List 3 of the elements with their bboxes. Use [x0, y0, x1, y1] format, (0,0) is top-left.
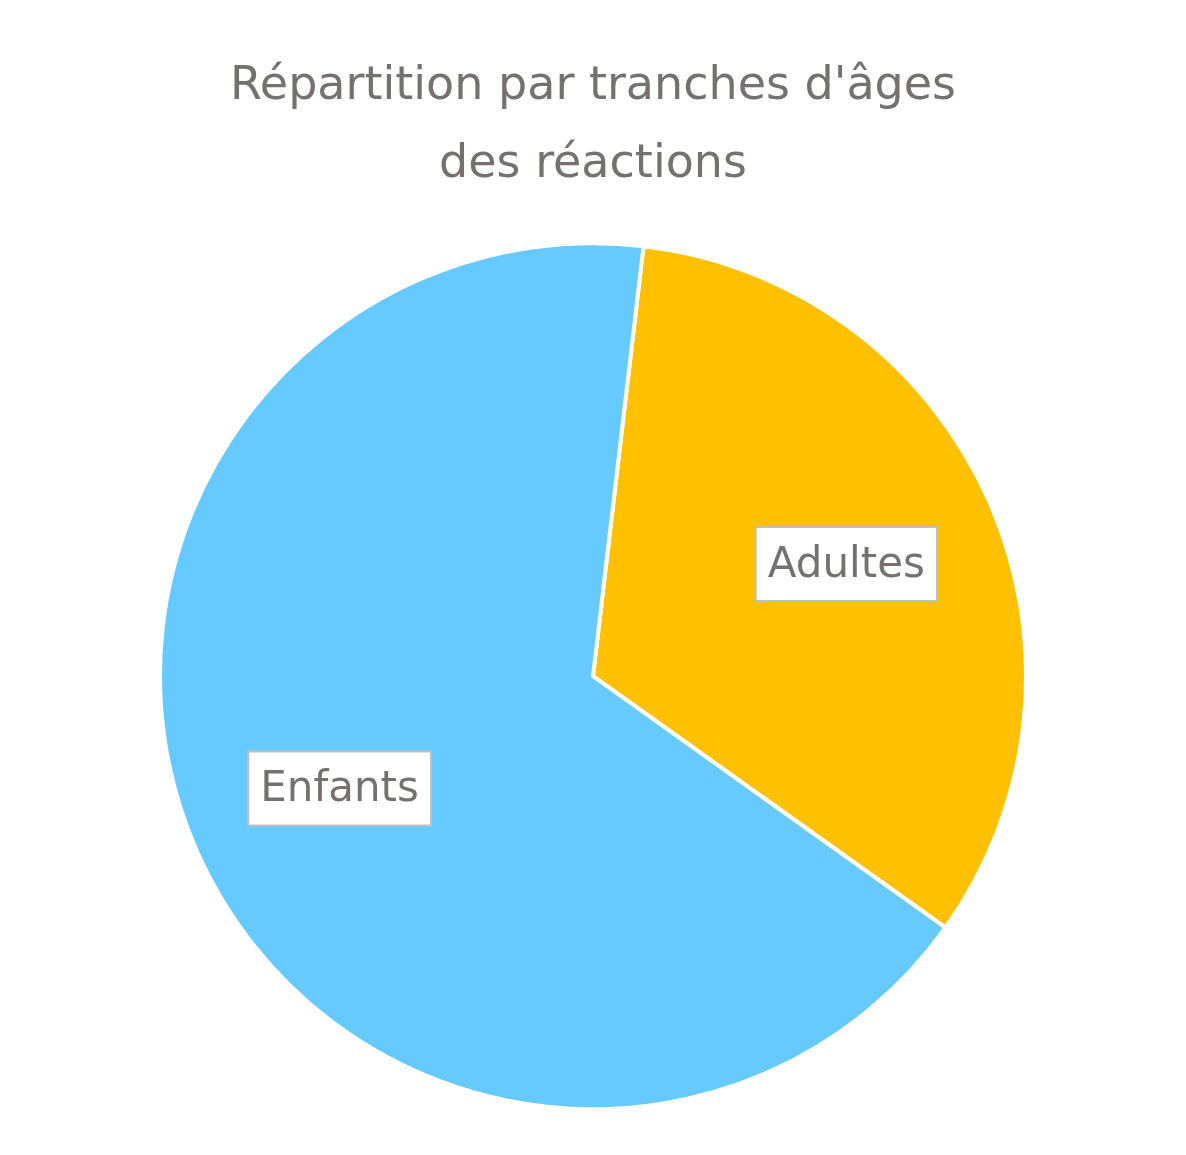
slice-label: Enfants	[260, 762, 419, 812]
slice-label: Adultes	[767, 537, 925, 587]
chart-title: Répartition par tranches d'âges des réactions	[229, 56, 957, 189]
